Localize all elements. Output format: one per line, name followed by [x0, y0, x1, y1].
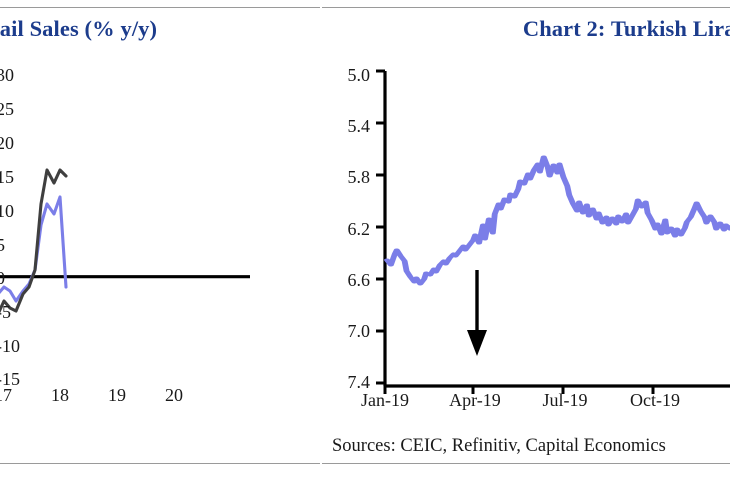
chart-left-xtick-20: 20 — [165, 385, 183, 405]
chart-right-xtick-oct-19: Oct-19 — [630, 390, 680, 410]
chart-left-ytick-neg5: -5 — [0, 302, 11, 322]
chart-left-xtick-18: 18 — [51, 385, 69, 405]
chart-right-title: Chart 2: Turkish Lira (vs — [522, 16, 730, 41]
chart-left-ytick-15: 15 — [0, 167, 14, 187]
chart-left-title: n & Retail Sales (% y/y) — [0, 16, 158, 41]
chart-right-ytick-7-0: 7.0 — [347, 321, 371, 341]
down-arrow-icon — [467, 270, 487, 356]
series-line-turkish-lira — [384, 155, 730, 286]
chart-right-xtick-jul-19: Jul-19 — [542, 390, 588, 410]
series-line-retail-sales — [0, 168, 68, 314]
chart-right-ytick-6-2: 6.2 — [347, 219, 371, 239]
panel-bottom-rule — [0, 463, 320, 464]
chart-left-ytick-5: 5 — [0, 235, 5, 255]
chart-right-xtick-apr-19: Apr-19 — [449, 390, 501, 410]
panel-top-rule — [322, 7, 730, 8]
chart-right-ytick-5-4: 5.4 — [347, 116, 371, 136]
chart-left-xtick-19: 19 — [108, 385, 126, 405]
chart-left-plot — [0, 70, 260, 380]
chart-right-sources: Sources: CEIC, Refinitiv, Capital Econom… — [332, 436, 666, 456]
chart-left-ytick-30: 30 — [0, 65, 14, 85]
chart-left-yaxis — [0, 64, 4, 384]
chart-left-xtick-17: 17 — [0, 385, 12, 405]
panel-bottom-rule — [322, 463, 730, 464]
chart-right-xaxis — [383, 384, 730, 394]
chart-right-svg — [384, 155, 730, 286]
chart-left-ytick-0: 0 — [0, 268, 5, 288]
series-line-industrial-production — [0, 195, 68, 303]
chart-right-ytick-6-6: 6.6 — [347, 270, 371, 290]
chart-right-plot — [384, 70, 730, 385]
chart-right-ytick-5-8: 5.8 — [347, 167, 371, 187]
chart-left-ytick-25: 25 — [0, 99, 14, 119]
chart-left-svg — [0, 168, 250, 314]
chart-right-ytick-5-0: 5.0 — [347, 65, 371, 85]
panel-top-rule — [0, 7, 320, 8]
chart-left-ytick-20: 20 — [0, 133, 14, 153]
chart-panel-right: Chart 2: Turkish Lira (vs 5.0 5.4 5.8 6.… — [322, 0, 730, 493]
chart-right-xtick-jan-19: Jan-19 — [361, 390, 409, 410]
chart-left-ytick-10: 10 — [0, 201, 14, 221]
chart-left-ytick-neg10: -10 — [0, 336, 20, 356]
chart-left-ytick-neg15: -15 — [0, 369, 20, 389]
chart-right-yaxis — [376, 69, 387, 386]
chart-right-ytick-7-4: 7.4 — [347, 372, 371, 392]
chart-panel-left: n & Retail Sales (% y/y) Retail Sales 30… — [0, 0, 320, 493]
